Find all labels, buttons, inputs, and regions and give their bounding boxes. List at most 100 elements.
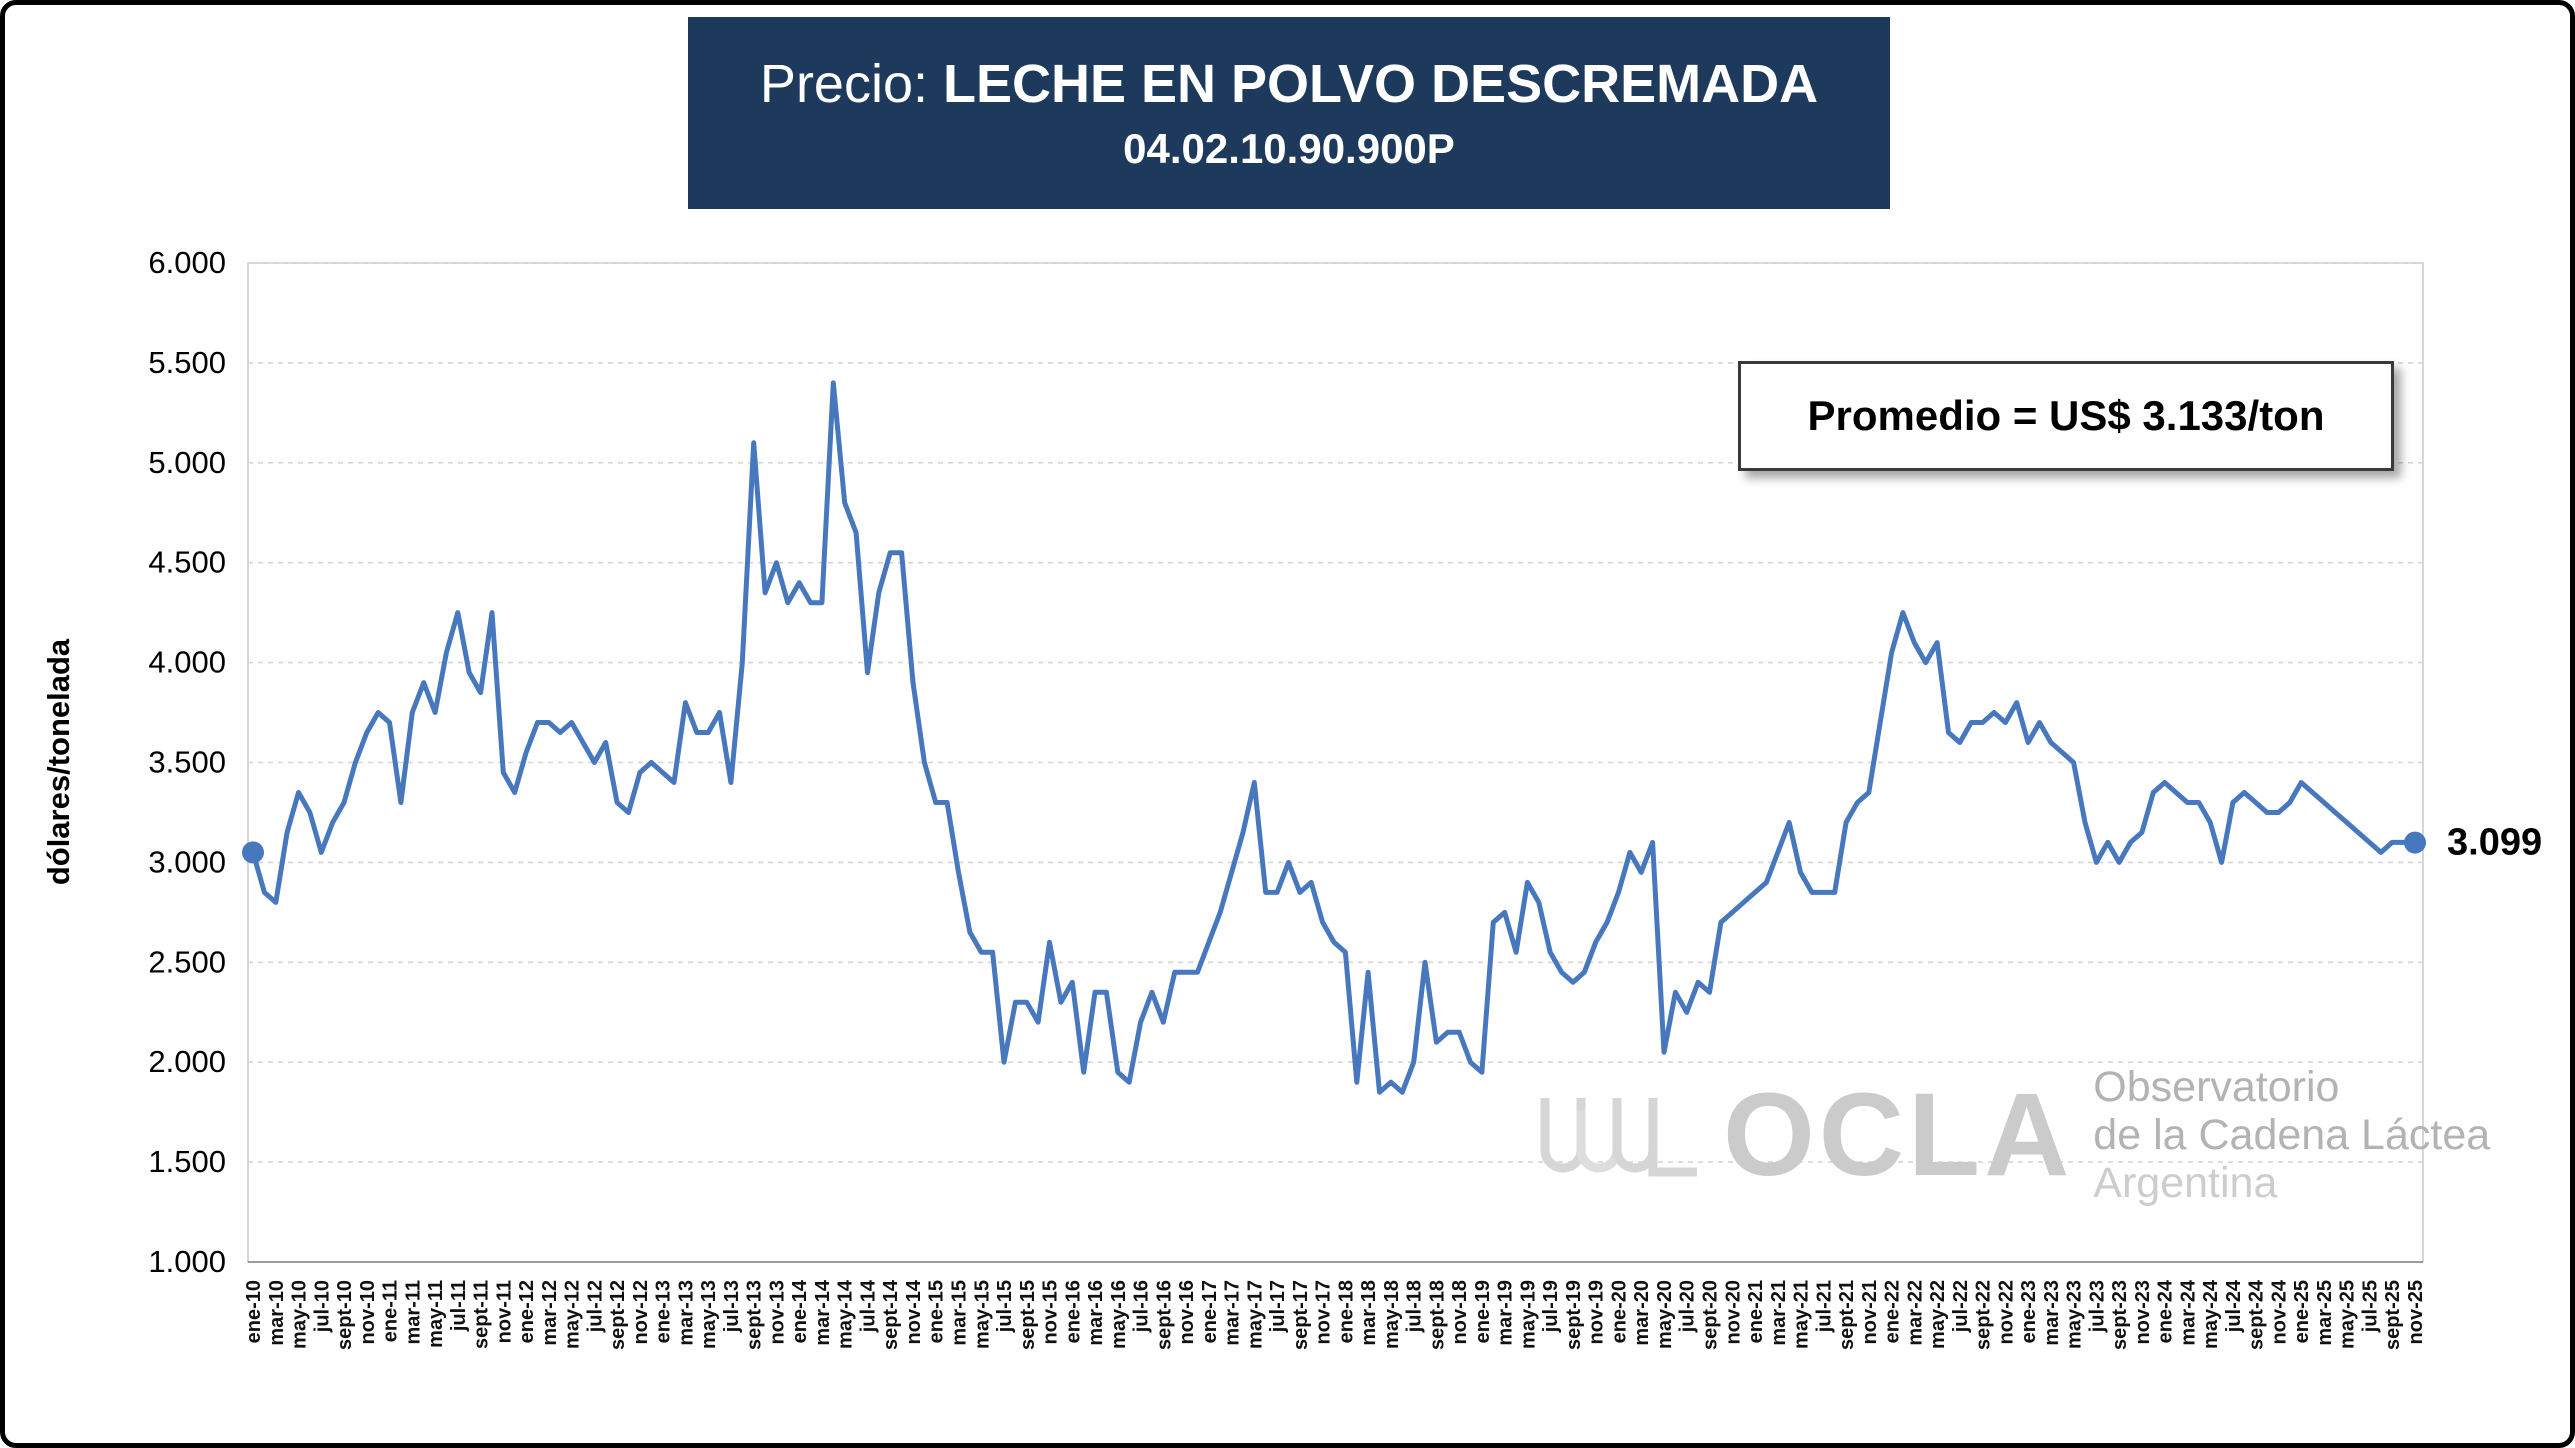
x-tick-label: jul-16 (1131, 1280, 1153, 1333)
x-tick-label: jul-20 (1677, 1280, 1699, 1333)
x-tick-label: may-13 (698, 1280, 720, 1349)
end-marker (2404, 831, 2426, 854)
x-tick-label: mar-24 (2177, 1279, 2199, 1345)
x-tick-label: sept-12 (607, 1280, 629, 1350)
x-tick-label: mar-22 (1904, 1280, 1926, 1346)
last-value-label: 3.099 (2447, 821, 2543, 864)
x-tick-label: nov-25 (2405, 1280, 2427, 1344)
x-tick-label: may-15 (971, 1280, 993, 1349)
x-tick-label: jul-21 (1813, 1280, 1835, 1333)
x-tick-label: mar-13 (675, 1280, 697, 1346)
y-tick-label: 4.000 (148, 645, 226, 680)
x-tick-label: nov-12 (630, 1280, 652, 1344)
x-tick-label: may-23 (2064, 1280, 2086, 1349)
x-tick-label: nov-19 (1586, 1280, 1608, 1344)
x-tick-label: mar-19 (1495, 1280, 1517, 1346)
x-tick-label: mar-18 (1358, 1280, 1380, 1346)
x-tick-label: may-18 (1381, 1280, 1403, 1349)
y-tick-label: 3.000 (148, 844, 226, 879)
x-tick-label: ene-25 (2291, 1280, 2313, 1343)
y-tick-label: 4.500 (148, 545, 226, 580)
x-tick-label: sept-10 (334, 1280, 356, 1350)
x-tick-label: may-19 (1517, 1280, 1539, 1349)
x-tick-label: may-24 (2200, 1279, 2222, 1349)
x-tick-label: nov-22 (1995, 1280, 2017, 1344)
x-tick-label: ene-11 (380, 1280, 402, 1342)
y-tick-label: 6.000 (148, 245, 226, 280)
x-tick-label: jul-19 (1540, 1280, 1562, 1333)
x-tick-label: may-16 (1108, 1280, 1130, 1349)
x-tick-label: sept-25 (2382, 1280, 2404, 1350)
x-tick-label: ene-19 (1472, 1280, 1494, 1343)
x-tick-label: jul-17 (1267, 1280, 1289, 1333)
x-tick-label: ene-16 (1062, 1280, 1084, 1343)
x-tick-label: sept-18 (1426, 1280, 1448, 1350)
x-tick-label: nov-11 (493, 1280, 515, 1343)
x-tick-label: sept-11 (471, 1280, 493, 1349)
x-tick-label: sept-21 (1836, 1280, 1858, 1350)
x-tick-label: nov-20 (1722, 1280, 1744, 1344)
x-tick-label: ene-20 (1608, 1280, 1630, 1343)
x-tick-label: sept-23 (2109, 1280, 2131, 1350)
x-tick-label: sept-15 (1017, 1280, 1039, 1350)
x-tick-label: may-21 (1791, 1280, 1813, 1349)
x-tick-label: ene-21 (1745, 1280, 1767, 1343)
x-tick-label: ene-17 (1199, 1280, 1221, 1343)
x-tick-label: ene-10 (243, 1280, 265, 1343)
x-tick-label: ene-12 (516, 1280, 538, 1343)
x-tick-label: may-10 (289, 1280, 311, 1349)
y-tick-label: 5.500 (148, 345, 226, 380)
chart-title-main: LECHE EN POLVO DESCREMADA (943, 54, 1819, 114)
x-tick-label: sept-17 (1290, 1280, 1312, 1350)
x-tick-label: mar-20 (1631, 1280, 1653, 1346)
x-tick-label: may-12 (562, 1280, 584, 1349)
y-tick-label: 2.500 (148, 944, 226, 979)
x-tick-label: sept-19 (1563, 1280, 1585, 1350)
x-tick-label: may-14 (835, 1279, 857, 1349)
x-tick-label: mar-11 (402, 1280, 424, 1345)
x-tick-label: nov-18 (1449, 1280, 1471, 1344)
x-tick-label: sept-16 (1153, 1280, 1175, 1350)
price-line-chart: 6.000 5.500 5.000 4.500 4.000 3.500 3.000 2.500… (148, 245, 2427, 1350)
x-tick-label: ene-23 (2018, 1280, 2040, 1343)
x-tick-label: may-25 (2337, 1280, 2359, 1349)
x-tick-label: jul-13 (721, 1280, 743, 1333)
x-tick-label: jul-24 (2223, 1279, 2245, 1333)
x-tick-label: nov-21 (1859, 1280, 1881, 1344)
start-marker (242, 841, 264, 864)
y-tick-label: 1.000 (148, 1244, 226, 1279)
chart-title-code: 04.02.10.90.900P (1123, 125, 1455, 172)
x-tick-label: sept-13 (744, 1280, 766, 1350)
x-tick-label: ene-22 (1882, 1280, 1904, 1343)
x-tick-label: sept-20 (1700, 1280, 1722, 1350)
x-tick-label: nov-15 (1040, 1280, 1062, 1344)
x-tick-label: may-11 (425, 1280, 447, 1348)
x-tick-label: mar-16 (1085, 1280, 1107, 1346)
x-tick-label: jul-23 (2086, 1280, 2108, 1333)
y-tick-label: 5.000 (148, 445, 226, 480)
x-tick-label: jul-10 (311, 1280, 333, 1333)
y-tick-label: 2.000 (148, 1044, 226, 1079)
x-tick-label: jul-18 (1404, 1280, 1426, 1333)
chart-title-box: Precio: LECHE EN POLVO DESCREMADA 04.02.… (688, 17, 1890, 209)
x-tick-label: jul-11 (448, 1280, 470, 1332)
y-tick-label: 3.500 (148, 745, 226, 780)
price-line (250, 380, 2418, 1095)
x-tick-label: nov-23 (2132, 1280, 2154, 1344)
x-tick-label: ene-24 (2155, 1279, 2177, 1343)
x-tick-label: nov-17 (1313, 1280, 1335, 1344)
x-tick-label: mar-25 (2314, 1280, 2336, 1346)
x-tick-label: jul-25 (2359, 1280, 2381, 1333)
x-tick-label: nov-13 (766, 1280, 788, 1344)
x-tick-label: jul-22 (1950, 1280, 1972, 1333)
x-tick-label: sept-14 (880, 1279, 902, 1350)
x-tick-label: ene-13 (653, 1280, 675, 1343)
average-annotation-text: Promedio = US$ 3.133/ton (1807, 392, 2325, 439)
x-tick-label: mar-21 (1768, 1280, 1790, 1346)
x-tick-label: jul-12 (584, 1280, 606, 1333)
x-tick-label: ene-18 (1335, 1280, 1357, 1343)
x-tick-label: mar-17 (1222, 1280, 1244, 1346)
y-tick-label: 1.500 (148, 1144, 226, 1179)
x-tick-label: mar-12 (539, 1280, 561, 1346)
